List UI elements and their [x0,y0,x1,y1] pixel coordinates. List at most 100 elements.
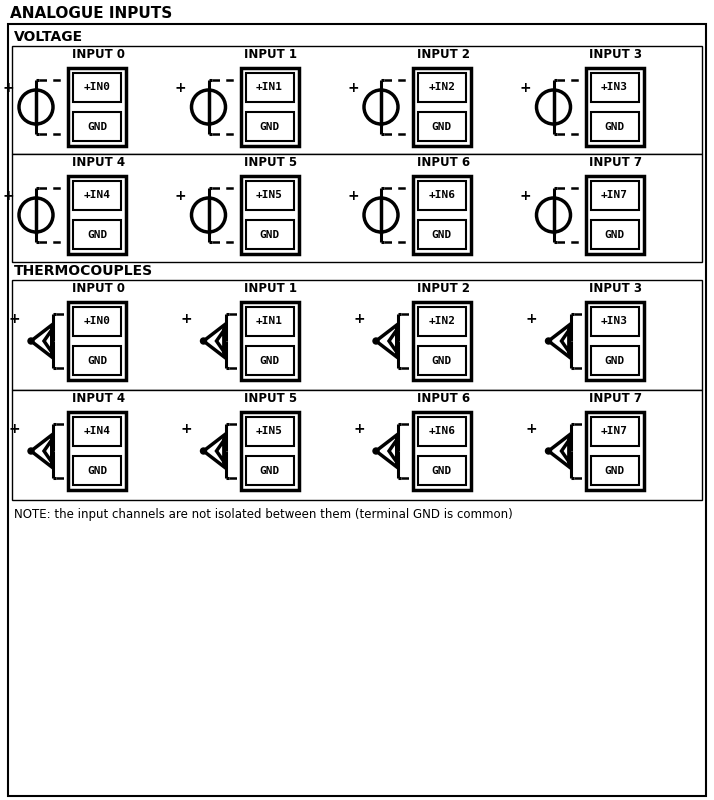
Bar [73,220,121,249]
Polygon shape [203,325,224,357]
Bar [73,346,121,375]
Text: VOLTAGE: VOLTAGE [14,30,83,44]
Bar [590,112,638,141]
Bar [585,302,643,380]
Text: +: + [9,312,20,326]
Text: +: + [526,422,538,436]
Bar [418,73,466,102]
Text: INPUT 4: INPUT 4 [71,156,125,169]
Text: +IN4: +IN4 [84,190,111,201]
Bar [246,417,293,446]
Text: INPUT 7: INPUT 7 [589,156,643,169]
Bar [246,346,293,375]
Text: +: + [175,81,186,95]
Text: INPUT 7: INPUT 7 [589,392,643,405]
Circle shape [373,338,379,344]
Text: THERMOCOUPLES: THERMOCOUPLES [14,264,153,278]
Bar [590,181,638,210]
Bar [590,346,638,375]
Bar [590,456,638,485]
Text: GND: GND [432,355,452,366]
Text: +: + [9,422,20,436]
Text: INPUT 5: INPUT 5 [244,156,297,169]
Bar [73,417,121,446]
Text: INPUT 4: INPUT 4 [71,392,125,405]
Bar [590,417,638,446]
Text: +IN0: +IN0 [84,317,111,326]
Polygon shape [203,435,224,467]
Text: +IN0: +IN0 [84,82,111,93]
Text: +IN3: +IN3 [601,317,628,326]
Text: GND: GND [259,355,280,366]
Text: GND: GND [604,355,625,366]
Circle shape [201,338,206,344]
Text: +: + [2,189,14,203]
Text: +IN2: +IN2 [428,317,456,326]
Bar [241,176,298,254]
Text: +: + [2,81,14,95]
Bar [585,412,643,490]
Bar [73,181,121,210]
Circle shape [364,90,398,124]
Text: +: + [348,81,359,95]
Polygon shape [376,435,397,467]
Text: +IN7: +IN7 [601,190,628,201]
Text: +: + [353,312,365,326]
Circle shape [373,448,379,454]
Circle shape [545,448,551,454]
Bar [418,181,466,210]
Text: GND: GND [259,122,280,131]
Text: +IN5: +IN5 [256,190,283,201]
Bar [73,456,121,485]
Bar [590,73,638,102]
Bar [12,280,702,390]
Text: GND: GND [432,122,452,131]
Text: GND: GND [87,466,107,475]
Text: +: + [520,81,531,95]
Text: GND: GND [604,466,625,475]
Bar [68,412,126,490]
Text: INPUT 0: INPUT 0 [71,282,125,295]
Bar [246,112,293,141]
Text: INPUT 3: INPUT 3 [589,282,643,295]
Text: GND: GND [87,230,107,239]
Text: GND: GND [259,230,280,239]
Circle shape [545,338,551,344]
Bar [585,68,643,146]
Text: INPUT 1: INPUT 1 [244,48,297,61]
Bar [418,112,466,141]
Text: GND: GND [432,230,452,239]
Circle shape [364,198,398,232]
Polygon shape [376,325,397,357]
Text: INPUT 3: INPUT 3 [589,48,643,61]
Bar [241,68,298,146]
Text: INPUT 5: INPUT 5 [244,392,297,405]
Text: +IN1: +IN1 [256,82,283,93]
Bar [413,412,471,490]
Bar [12,390,702,500]
Circle shape [191,198,226,232]
Text: +IN7: +IN7 [601,426,628,437]
Text: GND: GND [87,355,107,366]
Bar [590,307,638,336]
Text: +: + [181,312,193,326]
Bar [590,220,638,249]
Text: +IN6: +IN6 [428,426,456,437]
Text: GND: GND [259,466,280,475]
Bar [68,302,126,380]
Bar [73,112,121,141]
Bar [413,302,471,380]
Text: GND: GND [604,230,625,239]
Text: NOTE: the input channels are not isolated between them (terminal GND is common): NOTE: the input channels are not isolate… [14,508,513,521]
Bar [68,68,126,146]
Text: INPUT 0: INPUT 0 [71,48,125,61]
Text: ANALOGUE INPUTS: ANALOGUE INPUTS [10,6,172,21]
Bar [12,154,702,262]
Bar [73,73,121,102]
Text: +: + [181,422,193,436]
Circle shape [536,198,570,232]
Bar [246,456,293,485]
Bar [413,68,471,146]
Bar [418,346,466,375]
Text: INPUT 2: INPUT 2 [417,282,470,295]
